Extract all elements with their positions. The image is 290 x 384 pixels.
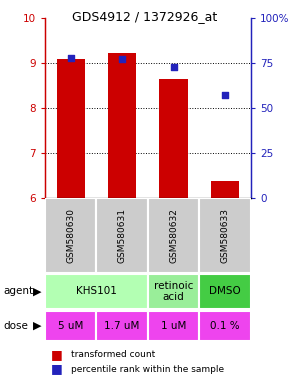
Text: percentile rank within the sample: percentile rank within the sample: [71, 364, 224, 374]
Text: GSM580631: GSM580631: [118, 208, 127, 263]
Bar: [45, 311, 96, 341]
Point: [223, 92, 227, 98]
Bar: [45, 274, 148, 309]
Bar: [148, 274, 199, 309]
Text: GDS4912 / 1372926_at: GDS4912 / 1372926_at: [72, 10, 218, 23]
Text: GSM580633: GSM580633: [221, 208, 230, 263]
Text: dose: dose: [3, 321, 28, 331]
Bar: [96, 198, 148, 273]
Text: agent: agent: [3, 286, 33, 296]
Bar: [200, 311, 251, 341]
Bar: [96, 311, 148, 341]
Text: 5 uM: 5 uM: [58, 321, 84, 331]
Bar: [57, 58, 85, 198]
Bar: [148, 311, 199, 341]
Text: DMSO: DMSO: [209, 286, 241, 296]
Bar: [108, 53, 136, 198]
Bar: [200, 274, 251, 309]
Bar: [45, 198, 96, 273]
Text: ■: ■: [51, 348, 63, 361]
Point: [68, 55, 73, 61]
Text: ▶: ▶: [33, 286, 42, 296]
Bar: [211, 181, 239, 198]
Bar: [200, 198, 251, 273]
Text: 1.7 uM: 1.7 uM: [104, 321, 140, 331]
Bar: [160, 79, 188, 198]
Point: [120, 56, 124, 63]
Text: transformed count: transformed count: [71, 350, 155, 359]
Text: GSM580630: GSM580630: [66, 208, 75, 263]
Text: ■: ■: [51, 362, 63, 376]
Text: retinoic
acid: retinoic acid: [154, 281, 193, 302]
Text: ▶: ▶: [33, 321, 42, 331]
Text: KHS101: KHS101: [76, 286, 117, 296]
Text: 0.1 %: 0.1 %: [210, 321, 240, 331]
Text: 1 uM: 1 uM: [161, 321, 186, 331]
Point: [171, 63, 176, 70]
Text: GSM580632: GSM580632: [169, 208, 178, 263]
Bar: [148, 198, 199, 273]
